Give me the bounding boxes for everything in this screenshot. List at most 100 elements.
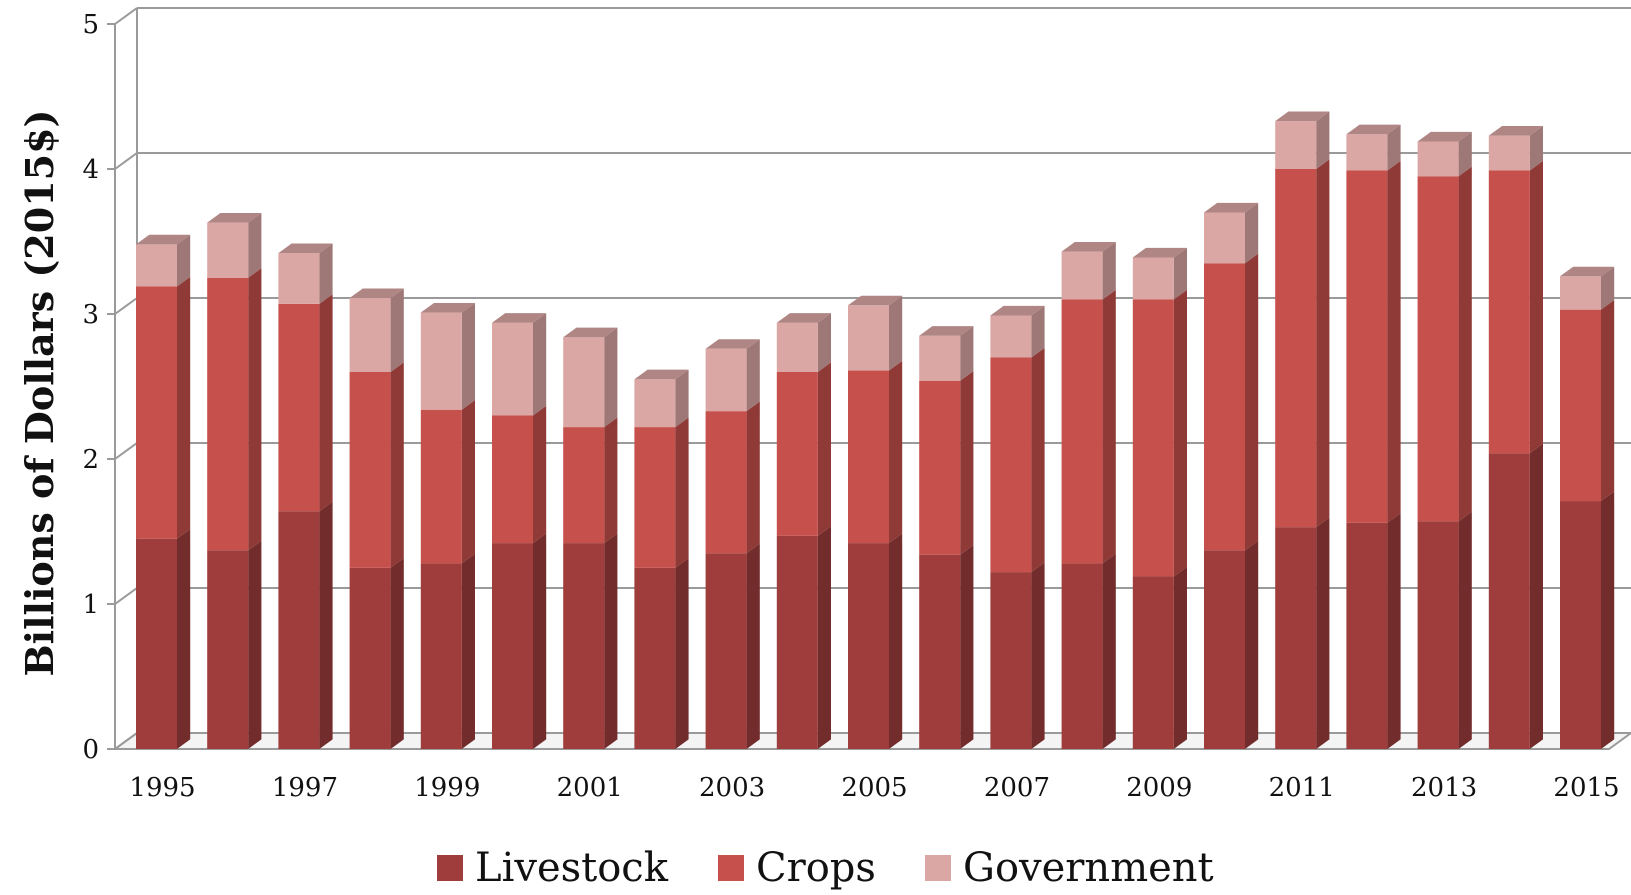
bar-top-government [990,305,1045,316]
bar-segment-government [1560,276,1601,310]
legend-label: Livestock [475,845,669,891]
bar-side-crops [533,405,547,544]
x-tick-label: 2003 [699,773,765,803]
bar-top-government [1346,124,1401,135]
bar-top-government [848,295,903,306]
bar-side-government [461,302,475,410]
bar-segment-livestock [1204,550,1245,749]
bar-segment-government [207,222,249,278]
bar-segment-government [990,315,1032,358]
bar-segment-livestock [136,538,177,749]
bar-segment-government [776,322,818,372]
bar-side-livestock [1387,513,1401,749]
bar-side-government [960,326,974,381]
bar-segment-livestock [634,567,676,749]
bar-segment-livestock [349,567,391,749]
bar-side-livestock [1529,443,1543,749]
bar-segment-crops [776,372,818,536]
bar-side-crops [817,362,831,536]
bar-side-livestock [390,558,404,749]
bar-segment-government [848,305,889,371]
bar-side-livestock [248,540,262,749]
bar-side-livestock [604,533,618,749]
bar-segment-crops [919,380,961,555]
x-tick-label: 2005 [841,773,907,803]
legend-label: Crops [756,845,876,891]
bar-side-crops [1316,159,1330,528]
bar-segment-government [919,335,961,381]
side-gridline [114,732,138,750]
bar-top-government [1204,202,1259,213]
x-tick-label: 1999 [414,773,480,803]
bar-2000 [492,313,547,749]
bar-top-government [278,243,333,254]
bar-segment-government [349,298,391,372]
bar-segment-crops [136,286,177,539]
bar-segment-government [1346,134,1388,171]
bar-side-crops [1458,166,1472,522]
bar-top-government [492,313,547,323]
bar-2005 [848,295,903,749]
bar-2014 [1488,126,1543,749]
bar-side-crops [177,276,191,539]
legend-swatch [925,855,951,881]
bar-segment-crops [420,409,462,564]
bar-segment-livestock [919,554,961,749]
bar-segment-crops [278,303,320,512]
bar-2010 [1204,202,1259,749]
bar-segment-livestock [1560,501,1601,749]
bar-side-government [1458,131,1472,177]
bar-segment-crops [1061,299,1103,564]
legend-swatch [718,855,744,881]
bar-side-livestock [817,526,831,749]
bar-2015 [1560,266,1615,749]
bar-side-government [817,313,831,372]
bar-segment-crops [990,357,1032,573]
bar-segment-livestock [420,563,462,749]
bar-segment-government [1132,257,1174,300]
y-tick-label: 2 [82,445,99,475]
bar-1998 [349,288,404,749]
bar-segment-livestock [705,553,747,749]
bar-side-livestock [1316,517,1330,749]
bar-2008 [1061,242,1116,749]
bar-segment-government [1061,251,1103,300]
bar-side-livestock [746,543,760,749]
bar-2012 [1346,124,1401,749]
bar-segment-livestock [278,511,320,749]
bar-side-livestock [889,533,903,749]
bar-side-livestock [533,533,547,749]
bar-2003 [705,339,760,749]
bar-segment-government [705,348,747,412]
bars [136,111,1615,749]
bar-side-government [319,243,333,304]
legend-item-crops: Crops [718,845,876,891]
bar-side-government [1529,126,1543,171]
bar-top-government [1132,247,1187,258]
legend-item-government: Government [925,845,1214,891]
x-tick-label: 1997 [272,773,338,803]
bar-1995 [136,234,191,749]
bar-segment-livestock [207,550,249,749]
bar-side-government [1102,242,1116,300]
bar-top-government [207,213,262,223]
bar-side-crops [889,360,903,544]
bar-2001 [563,327,618,749]
bar-side-livestock [319,501,333,749]
bar-2007 [990,305,1045,749]
bar-side-government [1387,124,1401,171]
bar-segment-livestock [1346,522,1388,749]
bar-top-government [776,313,831,323]
bar-segment-livestock [990,572,1032,749]
bar-2009 [1132,247,1187,749]
bar-side-livestock [1173,566,1187,749]
bar-side-crops [1102,289,1116,564]
x-tick-label: 2013 [1411,773,1477,803]
bar-side-livestock [1458,511,1472,749]
bar-side-livestock [1031,562,1045,749]
bar-top-government [563,327,618,338]
bar-side-crops [1031,347,1045,573]
bar-side-crops [461,400,475,564]
bar-top-government [349,288,404,299]
